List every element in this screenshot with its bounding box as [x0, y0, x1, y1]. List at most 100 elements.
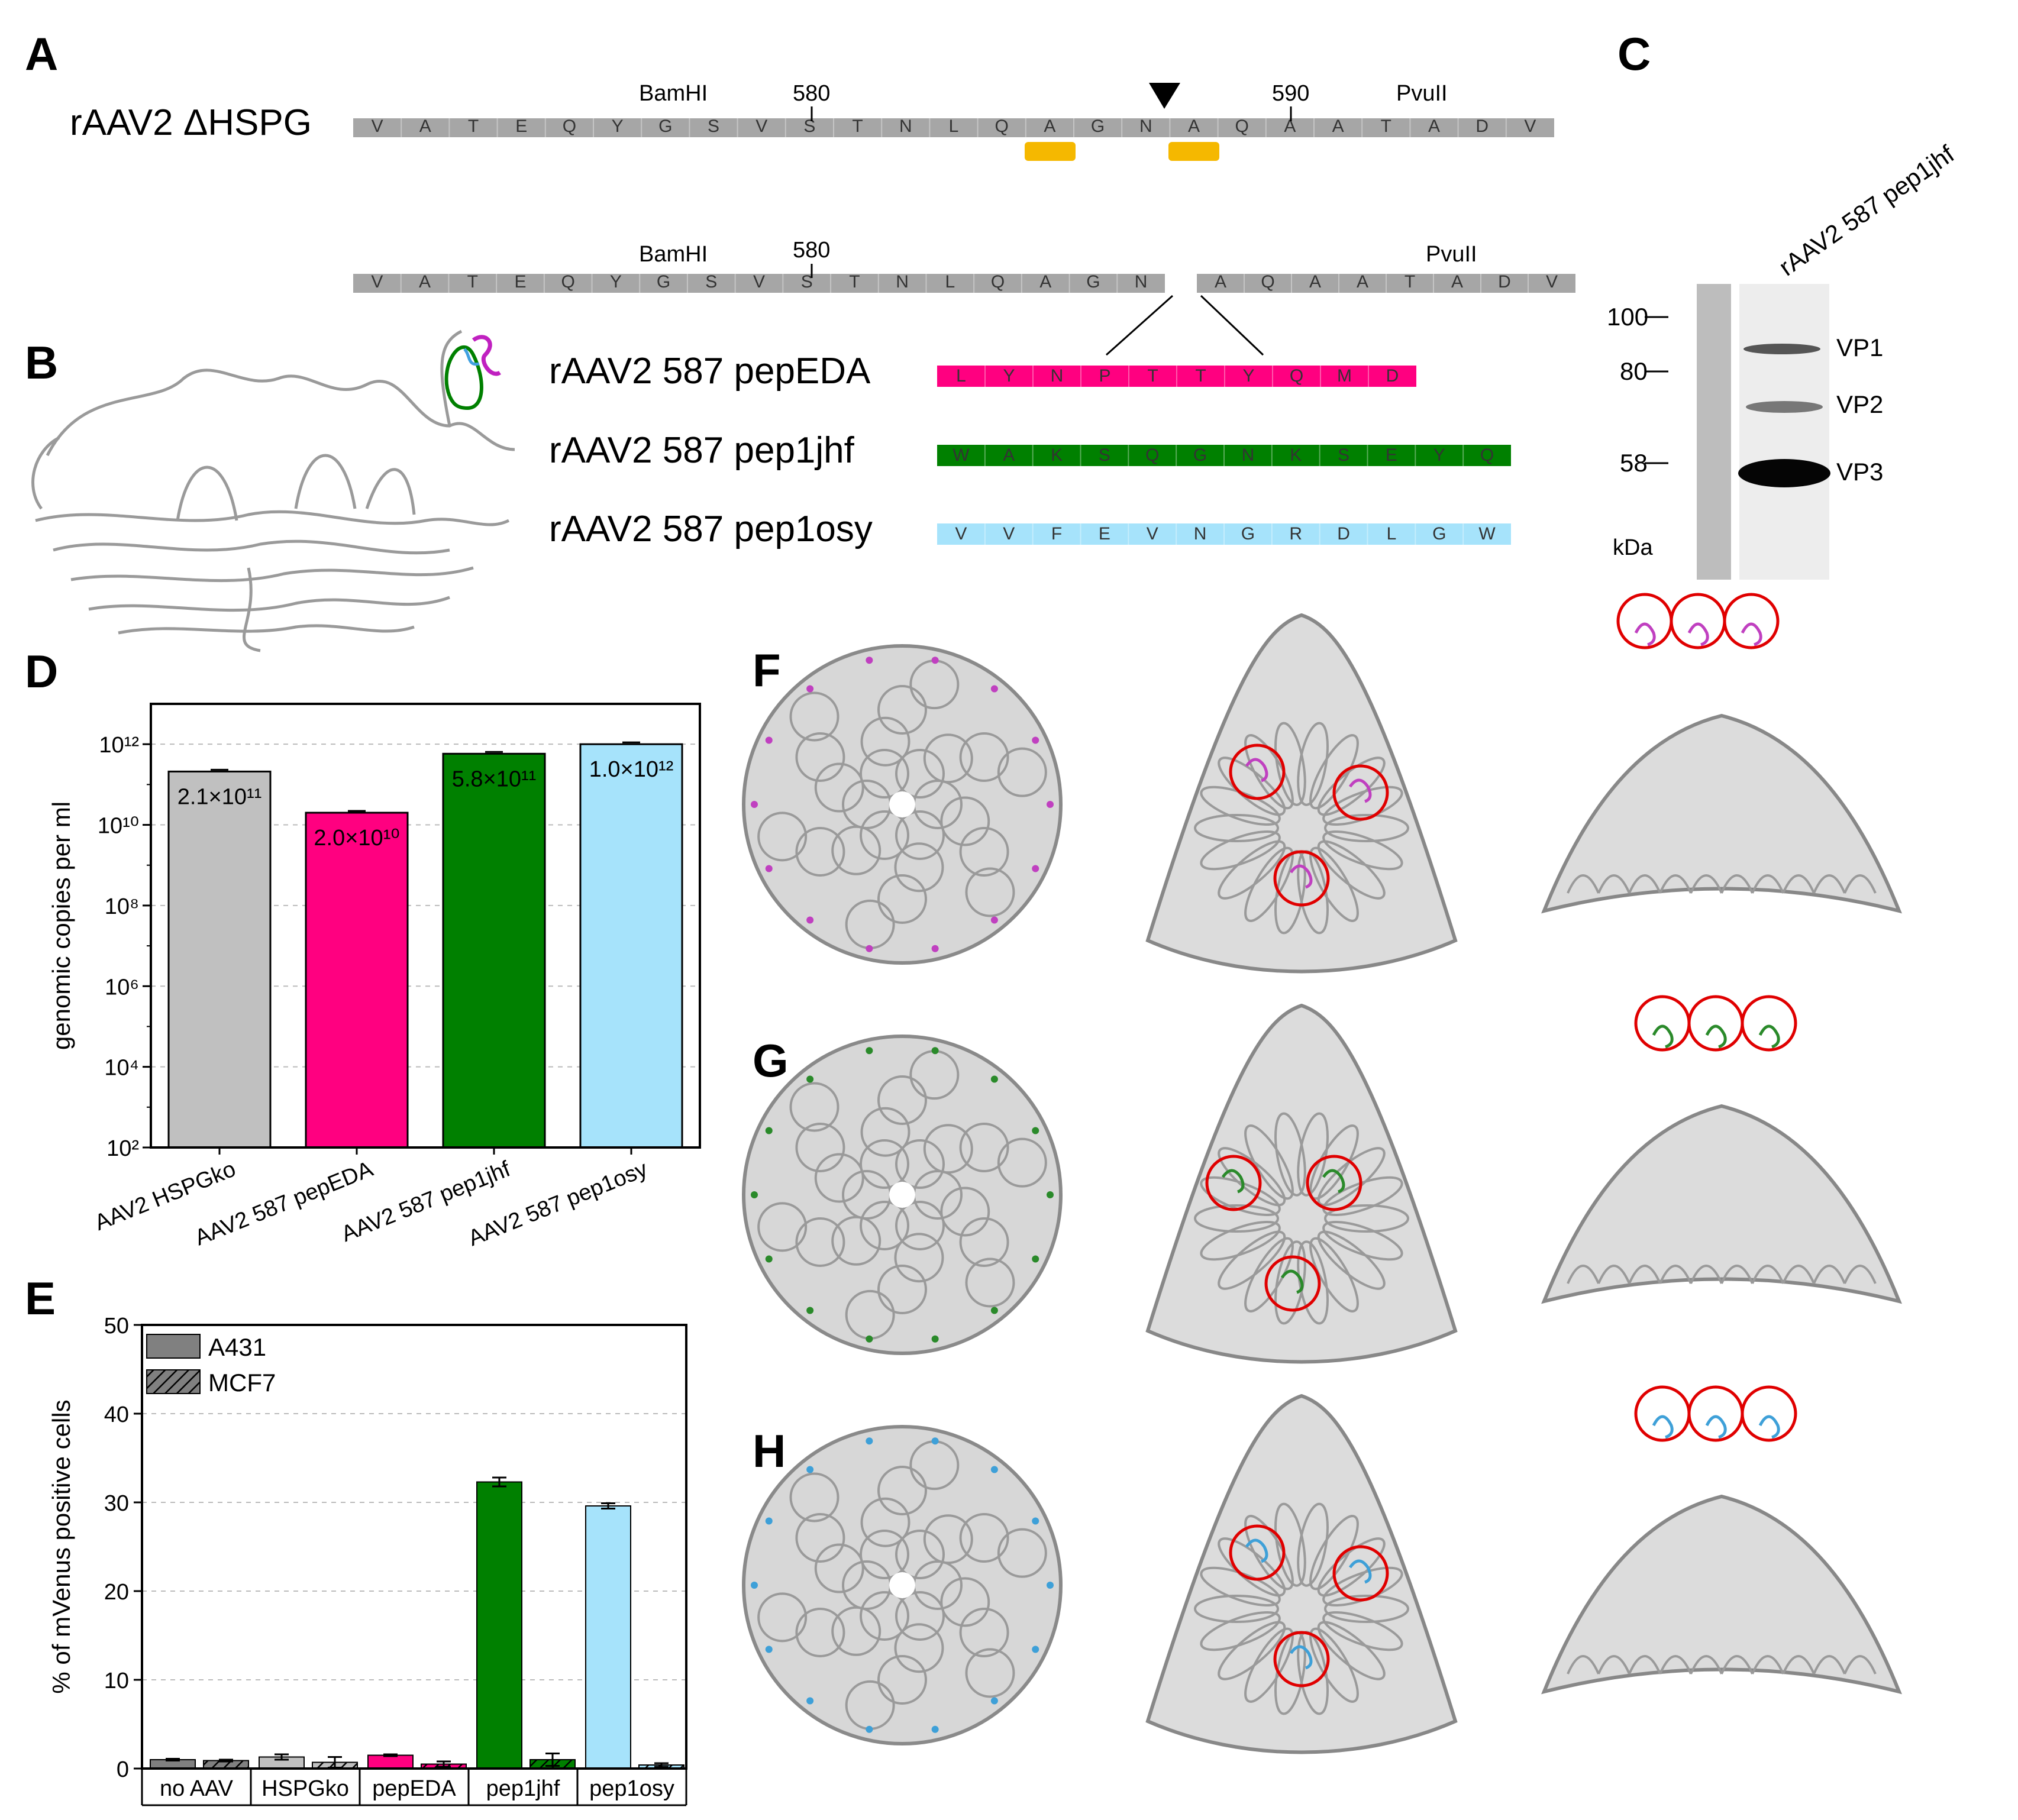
peptide-seq-residue: T [1195, 366, 1206, 386]
trimer-side-texture [1567, 874, 1600, 894]
capsid-texture [877, 1075, 927, 1125]
side-loop [1758, 1415, 1780, 1439]
capsid-texture [965, 1648, 1015, 1698]
capsid-texture [959, 1123, 1009, 1172]
ytick-label: 10 [104, 1669, 129, 1693]
capsid-loop-dot [751, 801, 758, 808]
side-loop [1741, 622, 1762, 646]
trimer-texture [1194, 1204, 1279, 1233]
peptide-seq-residue: R [1289, 524, 1302, 544]
trimer-side-icon [1541, 1104, 1902, 1304]
highlight-circle-icon [1306, 1155, 1362, 1211]
trimer-side-texture [1813, 1655, 1846, 1674]
capsid-texture [997, 747, 1047, 797]
trimer-texture [1317, 1537, 1386, 1597]
data-label: 2.1×10¹¹ [177, 784, 262, 809]
highlight-circle-icon [1687, 1385, 1744, 1442]
marker-80-label: 80 [1620, 357, 1648, 385]
wt-seq-residue: E [515, 117, 527, 136]
peptide-label: rAAV2 587 pep1osy [549, 509, 873, 549]
capsid-loop-dot [1032, 1646, 1039, 1653]
trimer-texture [1194, 1595, 1279, 1623]
capsid-texture [795, 1217, 845, 1267]
peptide-seq-residue: Q [1145, 445, 1159, 465]
highlight-circle-icon [1687, 995, 1744, 1052]
peptide-seq-residue: N [1242, 445, 1255, 465]
wt-seq-residue: T [1381, 117, 1391, 136]
bar [305, 812, 409, 1149]
bamhi-label-1: BamHI [639, 81, 708, 106]
cut-seq-right-residue: D [1498, 272, 1511, 292]
trimer-texture [1200, 1566, 1281, 1607]
ytick-label: 30 [104, 1491, 129, 1516]
highlight-circle-icon [1273, 850, 1330, 907]
trimer-texture [1218, 1621, 1286, 1680]
capsid-loop-dot [931, 1437, 939, 1445]
trimer-loop [1280, 1269, 1304, 1294]
trimer-texture [1194, 814, 1279, 842]
peptide-seq-residue: E [1099, 524, 1110, 544]
cut-seq-right-bar [1197, 274, 1575, 293]
wt-seq-residue: S [803, 117, 815, 136]
peptide-seq-residue: F [1051, 524, 1062, 544]
peptide-seq-residue: K [1051, 445, 1063, 465]
ytick-label: 10² [106, 1136, 139, 1161]
trimer-texture [1309, 1237, 1359, 1313]
trimer-side-texture [1720, 1265, 1754, 1284]
highlight-circle-icon [1229, 743, 1286, 800]
chart-e-legend: A431 MCF7 [146, 1333, 276, 1396]
trimer-side-texture [1690, 1655, 1723, 1674]
trimer-texture [1309, 1627, 1359, 1703]
capsid-loop-dot [990, 685, 998, 693]
cut-seq-right-residue: A [1357, 272, 1368, 292]
capsid-texture [959, 827, 1009, 877]
highlight-circle-icon [1332, 764, 1389, 821]
band-vp2-label: VP2 [1836, 390, 1883, 418]
chart-d-yticks: 10¹² 10¹⁰ 10⁸ 10⁶ 10⁴ 10² [98, 733, 151, 1161]
capsid-loop-dot [931, 945, 939, 952]
trimer-texture [1317, 1621, 1386, 1680]
trimer-side-texture [1690, 874, 1723, 894]
capsid-loop-dot [990, 1307, 998, 1314]
trimer-texture [1244, 1124, 1294, 1200]
trimer-side-texture [1659, 1655, 1692, 1674]
trimer-texture [1317, 1230, 1386, 1290]
capsid-texture [965, 1257, 1015, 1308]
side-loop [1687, 622, 1709, 646]
legend-a431-label: A431 [208, 1333, 266, 1361]
trimer-texture [1244, 1627, 1294, 1703]
capsid-texture [860, 749, 909, 799]
peptide-seq-residue: P [1099, 366, 1110, 386]
highlight-circle-icon [1205, 1155, 1262, 1211]
highlight-circle-icon [1634, 1385, 1691, 1442]
panel-label-e: E [25, 1272, 56, 1324]
side-loop [1652, 1415, 1674, 1439]
capsid-loop-dot [806, 1307, 814, 1314]
trimer-side-texture [1720, 1655, 1754, 1674]
band-vp3 [1738, 459, 1830, 487]
bar-a431 [585, 1505, 631, 1769]
panel-label-b: B [25, 337, 58, 389]
wt-seq-residue: A [1284, 117, 1296, 136]
wt-seq-bar [353, 118, 1554, 137]
wt-seq-residue: D [1475, 117, 1489, 136]
wt-seq-residue: Y [612, 117, 624, 136]
trimer-texture [1200, 785, 1281, 826]
capsid-loop-dot [1032, 1127, 1039, 1134]
trimer-texture [1200, 1220, 1281, 1261]
capsid-texture [877, 1466, 927, 1515]
peptide-seq-residue: M [1337, 366, 1352, 386]
capsid-texture [940, 1187, 990, 1237]
capsid-texture [959, 732, 1009, 782]
capsid-texture [757, 1592, 808, 1643]
capsid-texture [894, 1233, 944, 1283]
trimer-top-icon [1145, 613, 1458, 974]
capsid-texture [959, 1608, 1009, 1657]
cut-seq-left-residue: Q [991, 272, 1005, 292]
chart-d-bars: 2.1×10¹¹ 2.0×10¹⁰ 5.8×10¹¹ 1.0×10¹² [167, 741, 683, 1149]
trimer-loop [1322, 1169, 1345, 1194]
highlight-circle-icon [1229, 1524, 1286, 1581]
highlight-circle-icon [1616, 593, 1673, 649]
capsid-loop-dot [765, 1517, 773, 1525]
insert-line-left [1106, 295, 1173, 356]
